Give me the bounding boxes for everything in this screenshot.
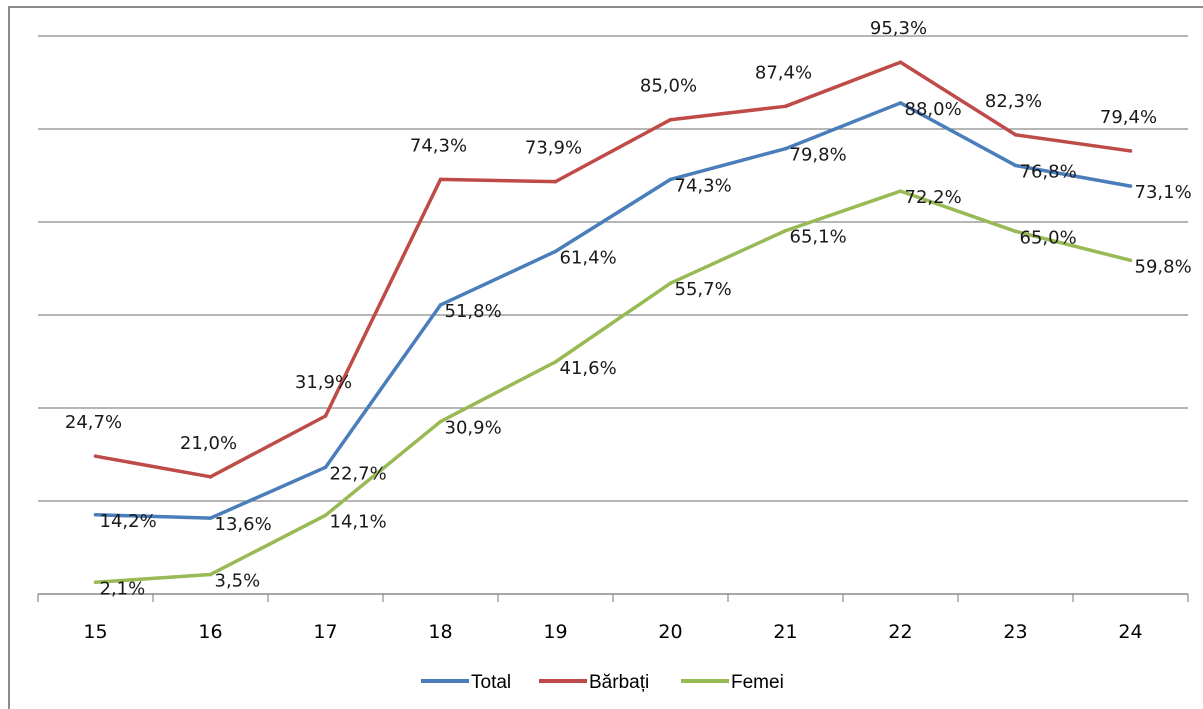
data-label: 76,8% — [1020, 161, 1077, 182]
data-label: 31,9% — [295, 372, 352, 393]
data-label: 24,7% — [65, 412, 122, 433]
data-label: 87,4% — [755, 62, 812, 83]
data-label: 51,8% — [445, 301, 502, 322]
data-labels: 14,2% 13,6% 22,7% 51,8% 61,4% 74,3% 79,8% 88,0%… — [65, 18, 1192, 599]
data-label: 74,3% — [675, 175, 732, 196]
data-point — [93, 512, 98, 517]
data-point — [553, 179, 558, 184]
x-tick-label: 16 — [198, 621, 222, 643]
x-tick-label: 23 — [1003, 621, 1027, 643]
data-point — [438, 303, 443, 307]
data-point — [553, 249, 558, 254]
data-point — [93, 454, 98, 458]
data-label: 61,4% — [560, 247, 617, 268]
data-label: 41,6% — [560, 358, 617, 379]
data-point — [783, 146, 788, 151]
data-label: 74,3% — [410, 135, 467, 156]
series-line-3 — [95, 189, 1131, 585]
data-label: 72,2% — [905, 187, 962, 208]
x-tick-label: 24 — [1118, 621, 1142, 643]
data-label: 14,2% — [100, 511, 157, 532]
data-label: 73,9% — [525, 138, 582, 159]
x-tick-label: 20 — [658, 621, 682, 643]
data-point — [208, 572, 213, 577]
series-line-2 — [95, 60, 1131, 479]
data-point — [208, 475, 213, 479]
data-label: 21,0% — [180, 433, 237, 454]
data-point — [1128, 258, 1133, 263]
data-label: 59,8% — [1135, 256, 1192, 277]
data-label: 79,8% — [790, 145, 847, 166]
data-point — [438, 177, 443, 182]
x-tick-label: 17 — [313, 621, 337, 643]
data-point — [783, 104, 788, 109]
data-label: 55,7% — [675, 279, 732, 300]
data-point — [438, 419, 443, 424]
data-point — [93, 580, 98, 585]
x-tick-label: 19 — [543, 621, 567, 643]
data-label: 65,0% — [1020, 227, 1077, 248]
data-label: 22,7% — [330, 463, 387, 484]
data-label: 73,1% — [1135, 182, 1192, 203]
data-label: 2,1% — [100, 578, 146, 599]
data-label: 30,9% — [445, 418, 502, 439]
series-lines — [93, 60, 1133, 585]
x-tick-label: 18 — [428, 621, 452, 643]
data-point — [783, 228, 788, 233]
data-point — [1013, 132, 1018, 137]
gridlines — [38, 35, 1188, 502]
data-point — [668, 281, 673, 285]
chart-frame — [8, 6, 1203, 709]
data-point — [668, 177, 673, 182]
data-label: 3,5% — [215, 570, 261, 591]
x-tick-label: 21 — [773, 621, 797, 643]
data-label: 95,3% — [870, 18, 927, 39]
legend-label: Bărbați — [589, 672, 649, 693]
data-point — [1128, 149, 1133, 153]
data-label: 65,1% — [790, 227, 847, 248]
data-point — [1013, 229, 1018, 234]
data-label: 85,0% — [640, 76, 697, 97]
data-point — [898, 60, 903, 65]
data-point — [668, 117, 673, 122]
x-tick-label: 15 — [83, 621, 107, 643]
series-line-1 — [95, 101, 1131, 520]
data-point — [553, 360, 558, 364]
data-label: 82,3% — [985, 91, 1042, 112]
legend: Total Bărbați Femei — [421, 672, 784, 693]
data-label: 14,1% — [330, 511, 387, 532]
x-axis: 15 16 17 18 19 20 21 22 23 24 — [37, 593, 1189, 643]
legend-label: Femei — [731, 672, 784, 693]
legend-label: Total — [471, 672, 511, 693]
data-point — [323, 465, 328, 470]
data-point — [208, 516, 213, 520]
data-label: 13,6% — [215, 514, 272, 535]
data-point — [898, 101, 903, 105]
data-label: 79,4% — [1100, 107, 1157, 128]
data-label: 88,0% — [905, 99, 962, 120]
data-point — [323, 414, 328, 418]
data-point — [1128, 184, 1133, 188]
data-point — [323, 513, 328, 518]
x-tick-label: 22 — [888, 621, 912, 643]
data-point — [898, 189, 903, 193]
data-point — [1013, 163, 1018, 168]
